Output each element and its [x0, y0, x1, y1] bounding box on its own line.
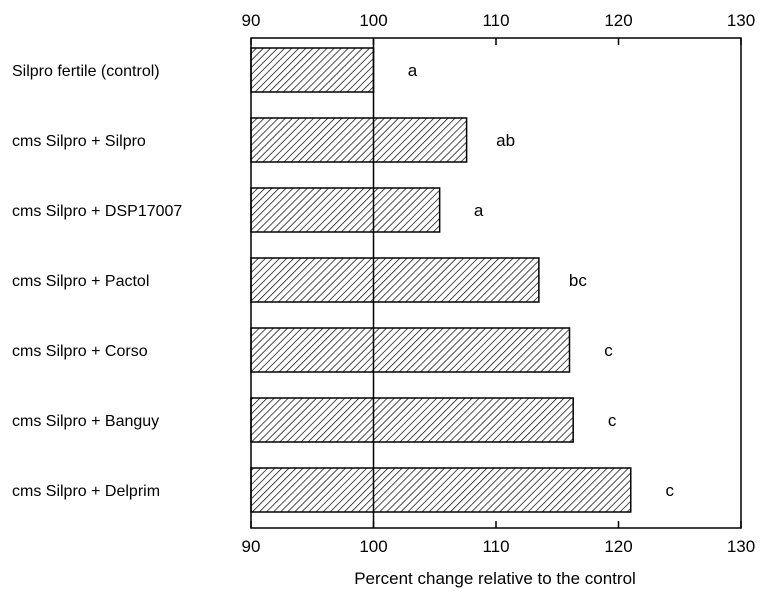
category-label: cms Silpro + Pactol — [12, 273, 149, 290]
significance-label: ab — [496, 131, 515, 150]
significance-label: bc — [569, 271, 587, 290]
tick-label-bottom: 90 — [242, 537, 261, 556]
x-axis-title: Percent change relative to the control — [354, 569, 636, 588]
tick-label-top: 110 — [482, 11, 509, 30]
tick-label-bottom: 100 — [359, 537, 387, 556]
category-label: cms Silpro + DSP17007 — [12, 203, 182, 220]
significance-label: c — [666, 481, 675, 500]
bar — [250, 397, 574, 443]
significance-label: a — [408, 61, 418, 80]
significance-label: a — [474, 201, 484, 220]
bar — [250, 47, 375, 93]
bar — [250, 327, 571, 373]
tick-label-bottom: 130 — [727, 537, 755, 556]
category-label: cms Silpro + Delprim — [12, 483, 160, 500]
tick-label-top: 130 — [727, 11, 755, 30]
significance-labels: a ab a bc c c c — [408, 61, 675, 500]
axis-ticks: 90 90 100 100 110 110 120 120 130 130 — [242, 11, 756, 556]
tick-label-top: 90 — [242, 11, 261, 30]
bar — [250, 467, 632, 513]
tick-label-bottom: 110 — [482, 537, 509, 556]
bar — [250, 257, 540, 303]
category-label: cms Silpro + Banguy — [12, 413, 159, 430]
category-label: cms Silpro + Silpro — [12, 133, 146, 150]
tick-label-top: 120 — [604, 11, 632, 30]
tick-label-bottom: 120 — [604, 537, 632, 556]
bar — [250, 187, 441, 233]
significance-label: c — [604, 341, 613, 360]
tick-label-top: 100 — [359, 11, 387, 30]
category-label: Silpro fertile (control) — [12, 63, 160, 80]
category-labels: Silpro fertile (control) cms Silpro + Sil… — [12, 63, 182, 500]
bars-layer — [250, 47, 632, 513]
bar — [250, 117, 468, 163]
significance-label: c — [608, 411, 617, 430]
category-label: cms Silpro + Corso — [12, 343, 148, 360]
